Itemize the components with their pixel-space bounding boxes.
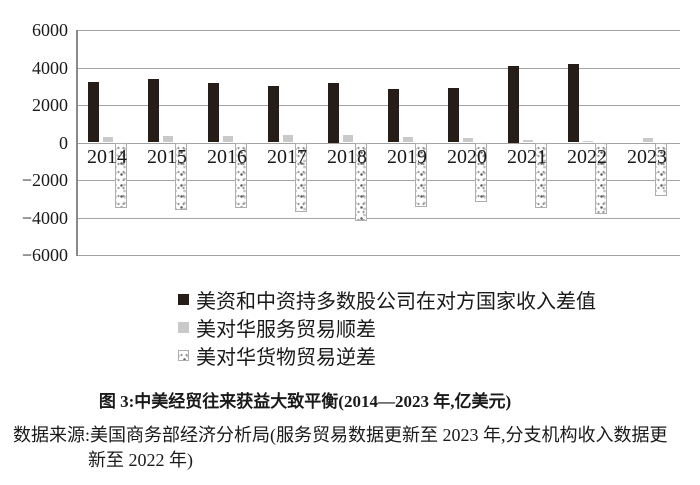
bar-goods-deficit-2019 bbox=[415, 142, 427, 207]
y-axis-tick-label: −2000 bbox=[21, 170, 68, 190]
legend-item-services-surplus: 美对华服务贸易顺差 bbox=[178, 313, 596, 341]
bar-goods-deficit-2015 bbox=[175, 142, 187, 210]
gridline--2000 bbox=[77, 180, 680, 181]
x-axis-label-2015: 2015 bbox=[147, 146, 187, 168]
figure-title: 图 3:中美经贸往来获益大致平衡(2014—2023 年,亿美元) bbox=[98, 392, 512, 411]
bar-services-surplus-2018 bbox=[343, 135, 353, 143]
x-axis-label-2021: 2021 bbox=[507, 146, 547, 168]
legend-marker-gray-square-icon bbox=[178, 321, 189, 333]
bar-goods-deficit-2021 bbox=[535, 142, 547, 209]
bar-income-difference-2022 bbox=[568, 64, 579, 143]
bar-services-surplus-2021 bbox=[523, 139, 533, 143]
x-axis-label-2022: 2022 bbox=[567, 146, 607, 168]
y-axis-tick-label: 0 bbox=[59, 132, 68, 153]
data-source-line2: 新至 2022 年) bbox=[88, 450, 193, 470]
gridline-0 bbox=[77, 142, 680, 144]
bar-services-surplus-2016 bbox=[223, 135, 233, 143]
bar-income-difference-2014 bbox=[88, 81, 99, 143]
bar-goods-deficit-2017 bbox=[295, 142, 307, 213]
bar-goods-deficit-2022 bbox=[595, 142, 607, 215]
gridline--4000 bbox=[77, 217, 680, 219]
x-axis-label-2018: 2018 bbox=[327, 146, 367, 168]
bar-income-difference-2021 bbox=[508, 66, 519, 143]
legend-item-goods-deficit: 美对华货物贸易逆差 bbox=[178, 341, 596, 369]
bar-goods-deficit-2016 bbox=[235, 142, 247, 208]
bar-income-difference-2017 bbox=[268, 86, 279, 143]
data-source-line1: 数据来源:美国商务部经济分析局(服务贸易数据更新至 2023 年,分支机构收入数… bbox=[13, 425, 668, 445]
legend: 美资和中资持多数股公司在对方国家收入差值 美对华服务贸易顺差 美对华货物贸易逆差 bbox=[178, 285, 596, 369]
legend-label-goods-deficit: 美对华货物贸易逆差 bbox=[196, 346, 376, 369]
bar-income-difference-2019 bbox=[388, 88, 399, 143]
bar-goods-deficit-2023 bbox=[655, 142, 667, 196]
bar-services-surplus-2023 bbox=[643, 138, 653, 143]
x-axis-label-2014: 2014 bbox=[87, 146, 127, 168]
legend-label-income-difference: 美资和中资持多数股公司在对方国家收入差值 bbox=[196, 290, 596, 313]
gridline-2000 bbox=[77, 105, 680, 106]
bar-goods-deficit-2014 bbox=[115, 142, 127, 208]
y-axis-tick-label: 4000 bbox=[32, 57, 68, 78]
y-axis-tick-label: 2000 bbox=[32, 95, 68, 115]
legend-marker-black-square-icon bbox=[178, 293, 189, 305]
bar-services-surplus-2015 bbox=[163, 136, 173, 143]
x-axis-label-2023: 2023 bbox=[627, 146, 667, 168]
y-axis-tick-label: 6000 bbox=[32, 20, 68, 40]
bar-income-difference-2016 bbox=[208, 82, 219, 143]
gridline-4000 bbox=[77, 67, 680, 69]
x-axis-label-2020: 2020 bbox=[447, 146, 487, 168]
x-axis-label-2019: 2019 bbox=[387, 146, 427, 168]
legend-label-services-surplus: 美对华服务贸易顺差 bbox=[196, 318, 376, 341]
x-axis-label-2016: 2016 bbox=[207, 146, 247, 168]
bar-services-surplus-2019 bbox=[403, 136, 413, 143]
bar-services-surplus-2022 bbox=[583, 140, 593, 143]
legend-item-income-difference: 美资和中资持多数股公司在对方国家收入差值 bbox=[178, 285, 596, 313]
y-axis-line bbox=[76, 30, 78, 256]
bar-services-surplus-2017 bbox=[283, 135, 293, 143]
y-axis-tick-label: −4000 bbox=[21, 207, 68, 228]
bar-income-difference-2018 bbox=[328, 83, 339, 143]
bar-services-surplus-2020 bbox=[463, 138, 473, 143]
bar-goods-deficit-2020 bbox=[475, 142, 487, 202]
x-axis-label-2017: 2017 bbox=[267, 146, 307, 168]
bar-goods-deficit-2018 bbox=[355, 142, 367, 222]
y-axis-tick-label: −6000 bbox=[21, 245, 68, 265]
bar-income-difference-2015 bbox=[148, 78, 159, 143]
gridline-6000 bbox=[77, 30, 680, 31]
bar-services-surplus-2014 bbox=[103, 137, 113, 143]
gridline--6000 bbox=[77, 255, 680, 256]
bar-income-difference-2020 bbox=[448, 88, 459, 143]
legend-marker-pattern-square-icon bbox=[178, 349, 189, 361]
